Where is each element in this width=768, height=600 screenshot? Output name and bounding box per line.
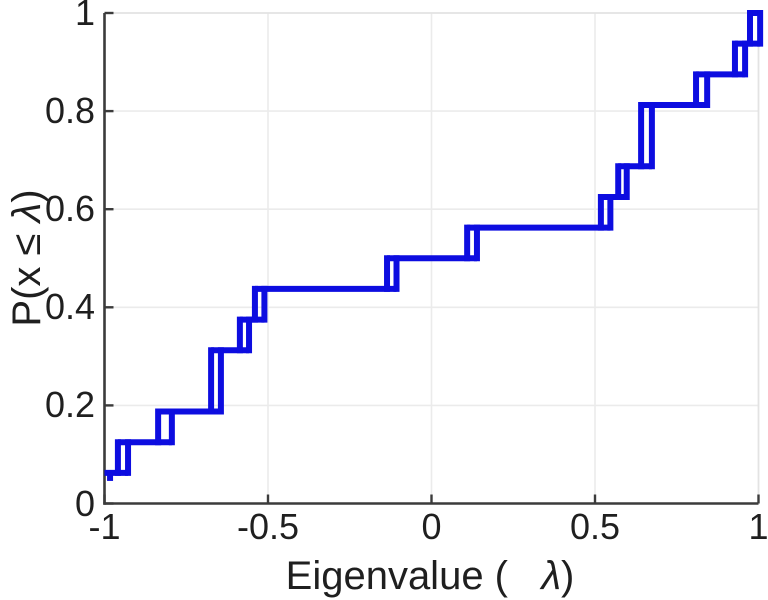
lambda-symbol: λ [541,554,562,598]
y-tick-label: 0 [74,482,95,524]
x-tick-label: 0 [421,506,442,547]
x-axis-label-suffix: ) [561,554,575,598]
x-tick-label: -1 [88,506,121,547]
x-axis-label-gap [508,554,541,598]
x-tick-label: 0.5 [569,506,621,547]
x-axis-label-text: Eigenvalue ( [285,554,509,598]
y-tick-label: 1 [74,0,95,33]
y-tick-label: 0.8 [44,90,95,132]
y-tick-label: 0.4 [44,286,95,328]
x-tick-label: -0.5 [236,506,300,547]
y-tick-label: 0.2 [44,384,95,426]
x-axis-label: Eigenvalue ( λ) [286,556,575,596]
y-tick-label: 0.6 [44,188,95,230]
x-tick-label: 1 [748,506,768,547]
